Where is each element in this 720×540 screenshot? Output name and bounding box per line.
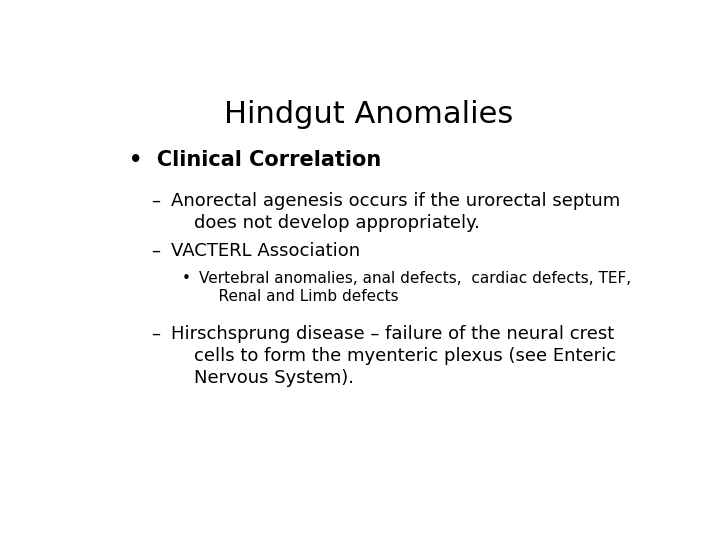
- Text: Hirschsprung disease – failure of the neural crest
    cells to form the myenter: Hirschsprung disease – failure of the ne…: [171, 325, 616, 387]
- Text: Anorectal agenesis occurs if the urorectal septum
    does not develop appropria: Anorectal agenesis occurs if the urorect…: [171, 192, 620, 232]
- Text: VACTERL Association: VACTERL Association: [171, 241, 360, 260]
- Text: –: –: [151, 241, 161, 260]
- Text: –: –: [151, 325, 161, 343]
- Text: –: –: [151, 192, 161, 210]
- Text: Vertebral anomalies, anal defects,  cardiac defects, TEF,
    Renal and Limb def: Vertebral anomalies, anal defects, cardi…: [199, 271, 631, 304]
- Text: •: •: [182, 271, 191, 286]
- Text: Hindgut Anomalies: Hindgut Anomalies: [225, 100, 513, 129]
- Text: •  Clinical Correlation: • Clinical Correlation: [129, 150, 382, 170]
